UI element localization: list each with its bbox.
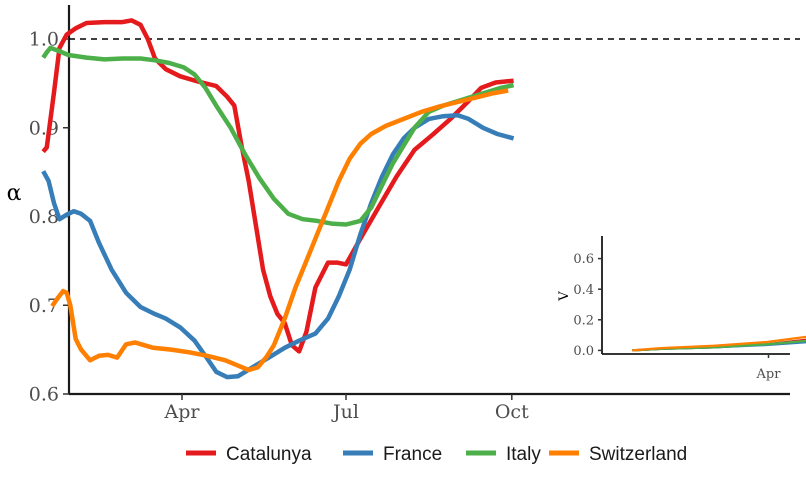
main-line-catalunya — [41, 18, 514, 354]
inset-series-switzerland — [632, 335, 806, 352]
main-y-tick-label: 0.9 — [29, 117, 59, 139]
legend-item-france: France — [343, 444, 442, 465]
legend-item-italy: Italy — [466, 444, 541, 465]
legend-label-catalunya: Catalunya — [226, 444, 312, 465]
main-panel: 0.6 0.7 0.8 0.9 1.0 Apr Jul Oct α — [7, 5, 800, 423]
legend-label-switzerland: Switzerland — [589, 444, 687, 465]
inset-line-switzerland — [632, 335, 806, 352]
main-y-tick-label: 0.8 — [29, 206, 59, 228]
main-line-italy — [41, 45, 515, 227]
inset-y-tick-label: 0.0 — [573, 344, 594, 359]
inset-y-tick-label: 0.4 — [573, 283, 594, 298]
main-series-italy — [41, 45, 515, 227]
legend-item-catalunya: Catalunya — [186, 444, 312, 465]
main-y-label: α — [7, 181, 22, 206]
inset-series-catalunya — [632, 338, 806, 352]
main-series-switzerland — [50, 88, 509, 373]
legend: Catalunya France Italy Switzerland — [186, 444, 687, 465]
inset-series-italy — [632, 339, 806, 352]
inset-y-tick-label: 0.2 — [573, 313, 594, 328]
inset-y-tick-label: 0.6 — [573, 252, 594, 267]
main-series-catalunya — [41, 18, 514, 354]
main-x-tick-label: Apr — [164, 401, 201, 423]
main-x-tick-label: Oct — [495, 401, 529, 423]
legend-label-france: France — [383, 444, 442, 465]
inset-line-france — [632, 341, 806, 352]
inset-panel: 0.00.20.40.6AprJulOctV — [557, 236, 806, 382]
legend-label-italy: Italy — [506, 444, 541, 465]
main-y-tick-label: 0.6 — [29, 384, 59, 406]
main-line-switzerland — [50, 88, 509, 373]
main-x-tick-label: Jul — [331, 401, 359, 423]
inset-line-catalunya — [632, 338, 806, 352]
inset-series-france — [632, 341, 806, 352]
inset-line-italy — [632, 339, 806, 352]
inset-y-label: V — [557, 291, 572, 302]
legend-item-switzerland: Switzerland — [549, 444, 687, 465]
main-y-tick-label: 1.0 — [29, 29, 59, 51]
inset-x-tick-label: Apr — [756, 367, 782, 382]
main-y-tick-label: 0.7 — [29, 295, 59, 317]
